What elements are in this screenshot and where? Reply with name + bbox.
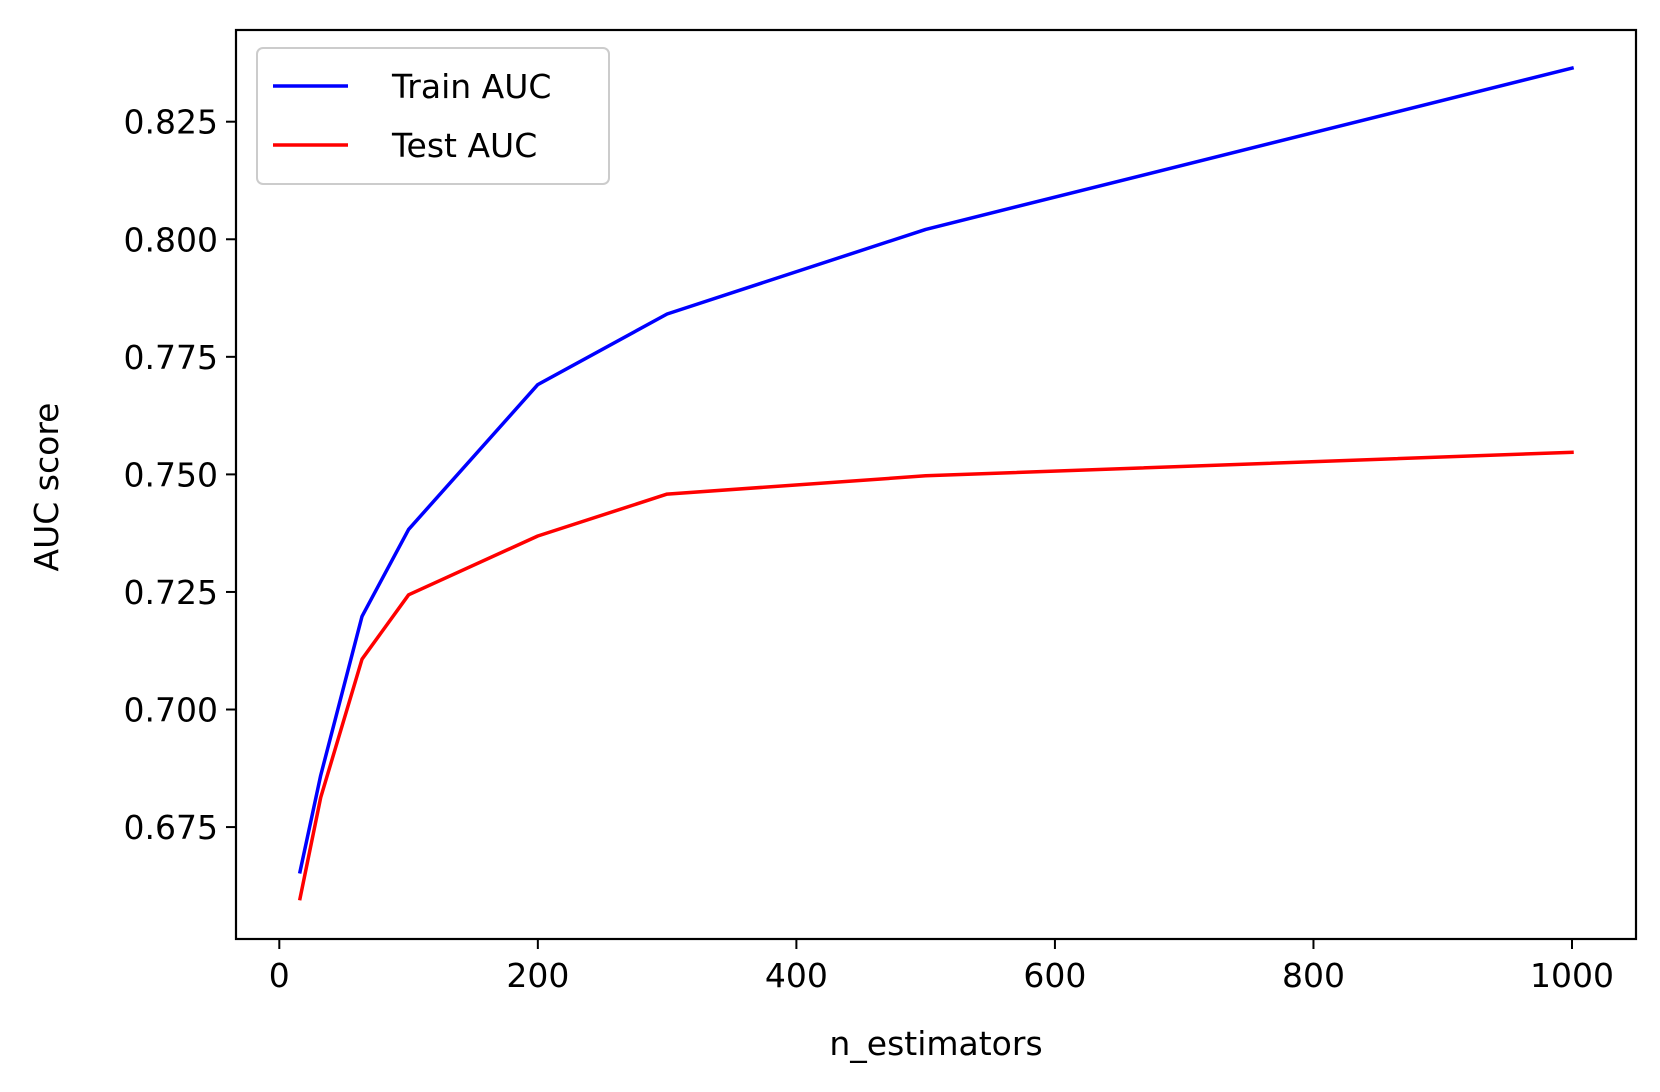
series-layer [297, 65, 1575, 901]
y-axis-ticks: 0.675 0.700 0.725 0.750 0.775 0.800 0.825 [124, 103, 236, 847]
x-axis-ticks: 0 200 400 600 800 1000 [269, 939, 1614, 995]
legend: Train AUC Test AUC [256, 47, 610, 185]
x-tick-label: 600 [1023, 956, 1086, 995]
y-tick-label: 0.700 [124, 691, 218, 730]
series-line-test-auc [297, 450, 1574, 901]
y-tick-label: 0.750 [124, 455, 218, 494]
legend-test-label: Test AUC [391, 126, 537, 165]
x-axis-label: n_estimators [829, 1024, 1042, 1063]
x-tick-label: 0 [269, 956, 290, 995]
series-line-train-auc [297, 65, 1575, 874]
y-tick-label: 0.800 [124, 220, 218, 259]
axes-frame [234, 28, 1638, 941]
y-tick-label: 0.775 [124, 338, 218, 377]
y-tick-label: 0.675 [124, 808, 218, 847]
y-axis-label: AUC score [27, 403, 66, 572]
x-tick-label: 800 [1282, 956, 1345, 995]
legend-box [256, 47, 610, 185]
legend-train-label: Train AUC [391, 67, 551, 106]
x-tick-label: 1000 [1530, 956, 1614, 995]
y-tick-label: 0.825 [124, 103, 218, 142]
y-tick-label: 0.725 [124, 573, 218, 612]
x-tick-label: 400 [765, 956, 828, 995]
x-tick-label: 200 [506, 956, 569, 995]
